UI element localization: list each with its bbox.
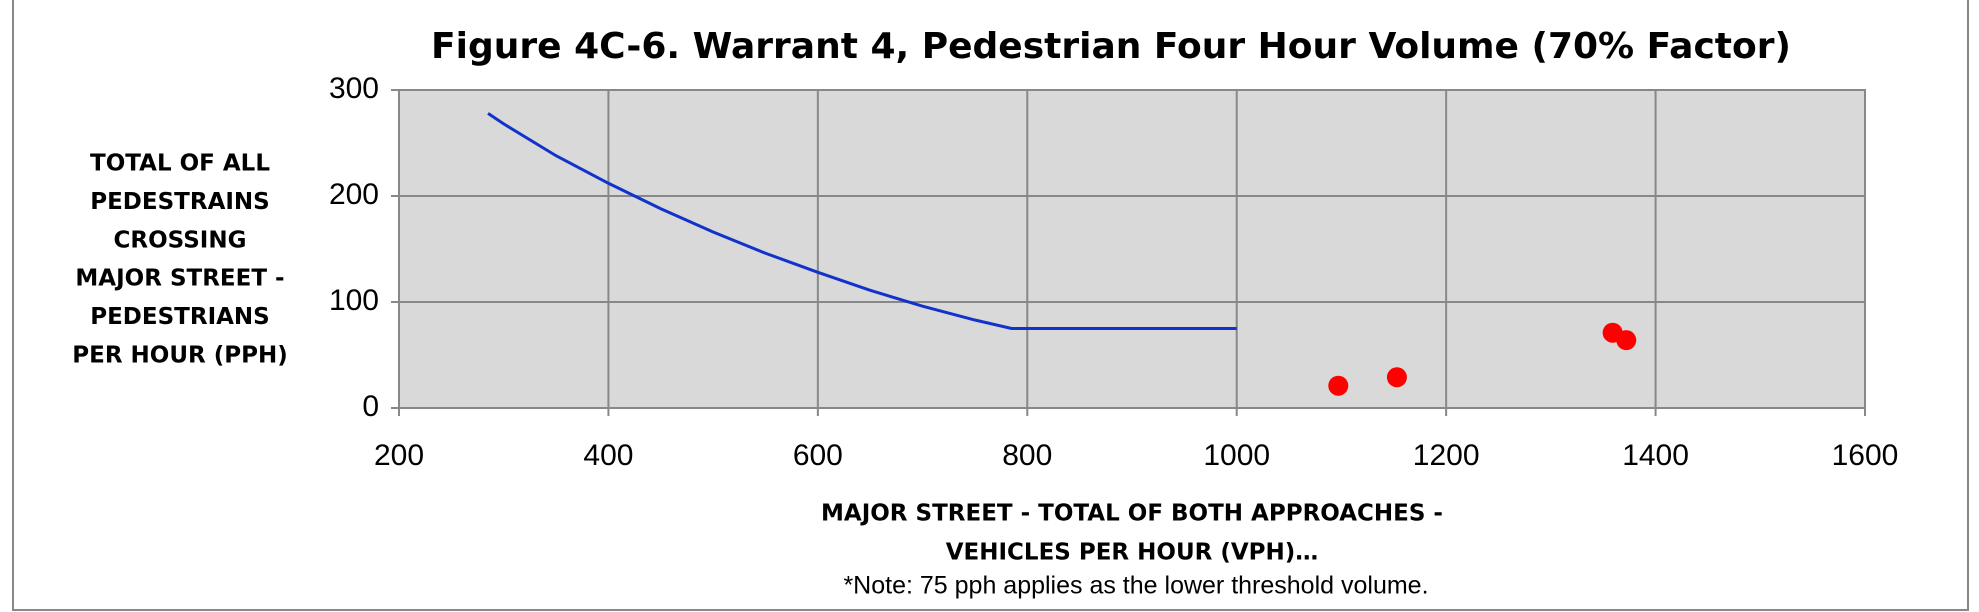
x-axis-label: VEHICLES PER HOUR (VPH)…	[946, 540, 1319, 566]
x-tick-label: 400	[583, 439, 633, 472]
frame	[12, 0, 1969, 611]
y-axis-label: MAJOR STREET -	[75, 266, 284, 292]
x-tick-label: 1400	[1622, 439, 1689, 472]
x-tick-label: 1000	[1203, 439, 1270, 472]
note: *Note: 75 pph applies as the lower thres…	[843, 572, 1428, 600]
y-axis-label: PEDESTRAINS	[90, 189, 270, 215]
y-axis-label: PER HOUR (PPH)	[72, 343, 287, 369]
y-axis-label: PEDESTRIANS	[90, 304, 270, 330]
y-axis-label: CROSSING	[114, 227, 247, 253]
x-axis-label: MAJOR STREET - TOTAL OF BOTH APPROACHES …	[821, 501, 1443, 527]
plot-area	[398, 89, 1866, 409]
y-tick-label: 0	[362, 390, 379, 423]
point	[1328, 375, 1349, 396]
point	[1616, 330, 1637, 351]
line	[487, 112, 1237, 330]
y-tick-label: 200	[329, 178, 379, 211]
y-tick-label: 300	[329, 72, 379, 105]
x-tick-label: 600	[793, 439, 843, 472]
x-tick-label: 1200	[1413, 439, 1480, 472]
x-tick-label: 800	[1002, 439, 1052, 472]
x-tick-label: 200	[374, 439, 424, 472]
y-tick-label: 100	[329, 284, 379, 317]
x-tick-label: 1600	[1832, 439, 1899, 472]
point	[1386, 367, 1407, 388]
y-axis-label: TOTAL OF ALL	[90, 151, 270, 177]
chart-title: Figure 4C-6. Warrant 4, Pedestrian Four …	[431, 26, 1791, 67]
